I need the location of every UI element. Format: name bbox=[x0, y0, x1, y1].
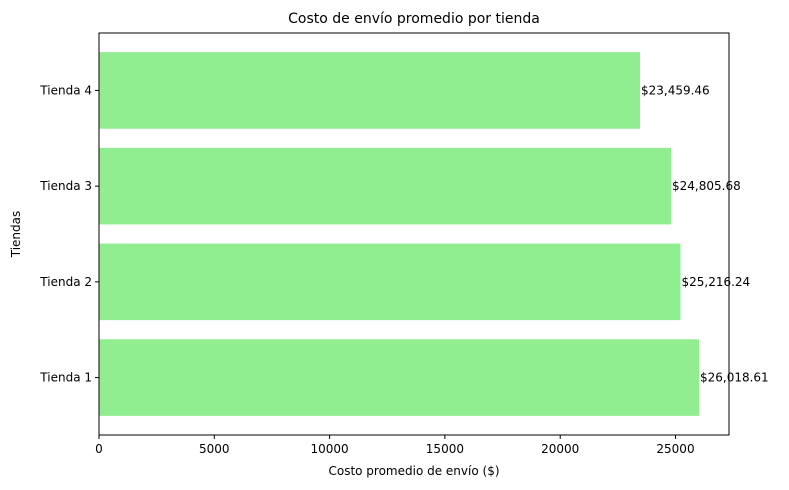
x-tick-label: 0 bbox=[95, 442, 103, 456]
bar-2 bbox=[99, 243, 681, 321]
x-tick-label: 20000 bbox=[541, 442, 579, 456]
x-tick-label: 25000 bbox=[656, 442, 694, 456]
bars-layer bbox=[99, 52, 699, 416]
x-axis-title: Costo promedio de envío ($) bbox=[328, 464, 499, 478]
y-tick-label: Tienda 4 bbox=[39, 83, 92, 97]
data-label-2: $25,216.24 bbox=[681, 275, 750, 289]
bar-4 bbox=[99, 52, 640, 129]
data-label-3: $24,805.68 bbox=[672, 179, 741, 193]
plot-frame bbox=[98, 32, 730, 436]
bar-1 bbox=[99, 339, 699, 416]
data-label-4: $23,459.46 bbox=[641, 83, 710, 97]
axes-layer: 0 5000 10000 15000 20000 25000 Tienda 1 Tienda … bbox=[39, 32, 730, 456]
data-label-1: $26,018.61 bbox=[700, 371, 769, 385]
x-tick-label: 15000 bbox=[426, 442, 464, 456]
x-tick-label: 5000 bbox=[199, 442, 230, 456]
y-tick-label: Tienda 3 bbox=[39, 179, 92, 193]
x-tick-label: 10000 bbox=[311, 442, 349, 456]
y-axis-title: Tiendas bbox=[9, 211, 23, 259]
bar-3 bbox=[99, 147, 672, 225]
chart-title: Costo de envío promedio por tienda bbox=[288, 11, 540, 27]
data-labels-layer: $26,018.61 $25,216.24 $24,805.68 $23,459.46 bbox=[641, 83, 769, 384]
y-tick-label: Tienda 1 bbox=[39, 371, 92, 385]
y-tick-label: Tienda 2 bbox=[39, 275, 92, 289]
